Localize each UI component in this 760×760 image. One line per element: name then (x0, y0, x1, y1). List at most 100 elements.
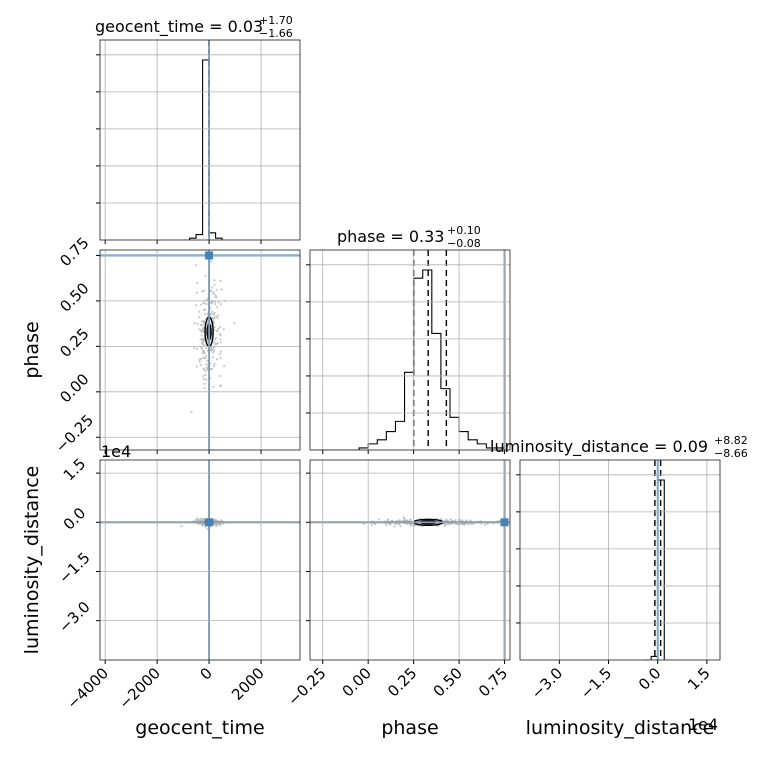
panels: −0.250.000.250.500.75−4000 −2000 0 2000−3.0… (52, 39, 721, 713)
sample-point (202, 289, 205, 292)
title-luminosity-distance-minus: −8.66 (714, 447, 748, 460)
xlabel-luminosity-distance: luminosity_distance (526, 717, 715, 739)
sample-point (212, 313, 215, 316)
histogram-step-phase (313, 269, 506, 450)
sample-point (218, 353, 221, 356)
sample-point (463, 523, 466, 526)
sample-point (201, 352, 204, 355)
title-geocent-time-label: geocent_time = 0.03 (95, 17, 263, 37)
x-tick-label-phase: 0.50 (430, 664, 466, 700)
sample-point (199, 338, 202, 341)
sample-point (205, 354, 208, 357)
sample-point (212, 351, 215, 354)
sample-point (198, 358, 201, 361)
sample-point (209, 314, 212, 317)
sample-point (216, 523, 219, 526)
x-tick-label-geocent-time: 0 (196, 664, 215, 683)
sample-point (202, 323, 206, 326)
sample-point (363, 522, 366, 526)
x-tick-label-geocent-time: −4000 (63, 664, 112, 713)
sample-point (233, 321, 236, 325)
sample-point (214, 336, 217, 340)
sample-point (201, 343, 205, 346)
sample-point (214, 302, 217, 306)
sample-point (447, 523, 450, 526)
sample-point (215, 288, 218, 291)
sample-point (201, 524, 204, 527)
panel-content (100, 460, 300, 660)
sample-point (498, 519, 501, 522)
sample-point (203, 382, 206, 385)
sample-point (205, 346, 208, 350)
histogram-bar (405, 372, 414, 450)
sample-point (202, 522, 205, 525)
sample-point (219, 326, 222, 329)
sample-point (180, 525, 183, 528)
sample-point (219, 519, 223, 522)
panel-phase-vs-phase (306, 249, 511, 454)
histogram-bar (203, 60, 209, 240)
sample-point (213, 279, 216, 282)
histogram-bar (386, 432, 395, 450)
panel-content (310, 460, 510, 660)
sample-point (203, 302, 206, 305)
sample-point (219, 341, 222, 344)
panel-content (100, 250, 300, 450)
sample-point (222, 328, 225, 331)
y-tick-label-phase: 0.25 (56, 325, 92, 361)
histogram-bar (395, 421, 404, 450)
sample-point (196, 322, 199, 325)
sample-point (198, 310, 201, 313)
title-luminosity-distance-plus: +8.82 (714, 434, 748, 447)
sample-point (219, 374, 222, 378)
sample-point (196, 282, 199, 285)
sample-point (202, 339, 205, 342)
sample-point (210, 302, 213, 305)
x-tick-label-phase: 0.75 (475, 664, 511, 700)
sample-point (212, 291, 215, 294)
sample-point (439, 517, 442, 520)
panel-frame (99, 39, 301, 241)
sample-point (206, 312, 209, 315)
sample-point (204, 274, 207, 277)
sample-point (200, 334, 203, 337)
sample-point (205, 378, 208, 381)
title-luminosity-distance: luminosity_distance = 0.09 +8.82 −8.66 (490, 434, 748, 460)
sample-point (213, 283, 216, 287)
histogram-bar (432, 333, 441, 450)
sample-point (199, 303, 203, 306)
title-luminosity-distance-label: luminosity_distance = 0.09 (490, 437, 708, 457)
sample-point (205, 302, 208, 305)
sample-point (213, 363, 216, 366)
sample-point (199, 363, 203, 366)
sample-point (386, 518, 389, 521)
sample-point (202, 329, 205, 333)
histogram-bar (441, 389, 450, 450)
sample-point (450, 519, 453, 522)
sample-point (212, 356, 215, 359)
sample-point (195, 291, 198, 294)
panel-frame (99, 249, 301, 451)
y-tick-label-luminosity-distance: −3.0 (55, 598, 93, 636)
y-tick-label-luminosity-distance: 0.0 (60, 504, 90, 534)
panel-frame (99, 459, 301, 661)
sample-point (202, 518, 205, 521)
sample-point (216, 329, 219, 332)
sample-point (454, 518, 457, 522)
sample-point (384, 524, 388, 527)
sample-point (459, 519, 462, 522)
sample-point (217, 301, 220, 304)
truth-marker (205, 251, 214, 260)
sample-point (193, 346, 196, 350)
histogram-bar (450, 417, 459, 450)
sample-point (202, 337, 206, 340)
sample-point (203, 387, 206, 390)
sample-point (219, 338, 222, 341)
sample-point (467, 523, 470, 526)
sample-point (210, 312, 213, 315)
sample-point (469, 519, 472, 522)
sample-point (377, 518, 381, 521)
sample-point (212, 385, 215, 388)
sample-point (445, 519, 448, 522)
sample-point (202, 377, 205, 381)
